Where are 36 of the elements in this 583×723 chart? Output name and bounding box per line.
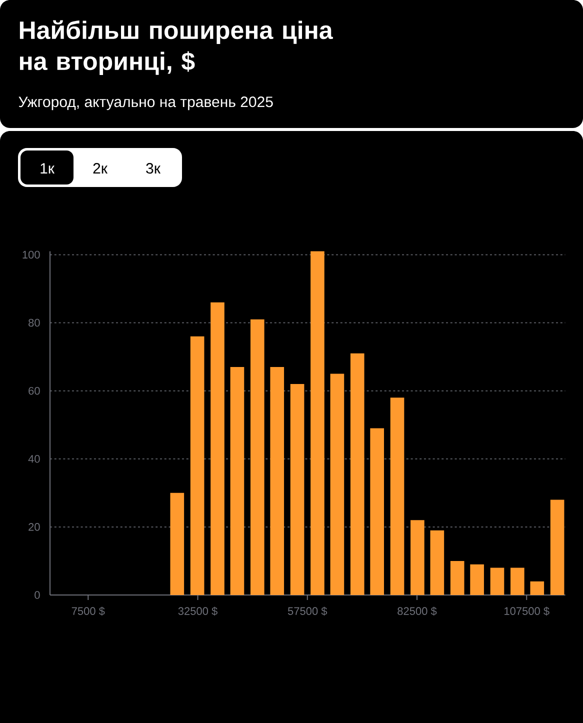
x-tick-label: 57500 $ <box>288 606 328 616</box>
bar <box>290 384 304 596</box>
bar <box>310 251 324 596</box>
bar <box>450 560 464 596</box>
text: 1к <box>40 163 55 174</box>
bar <box>250 319 264 596</box>
y-tick-label: 80 <box>28 318 40 327</box>
text: 2к <box>93 163 108 174</box>
y-tick-label: 20 <box>28 523 40 531</box>
y-tick-label: 0 <box>34 591 40 599</box>
bar <box>390 398 404 596</box>
bar <box>370 428 384 596</box>
y-tick-label: 60 <box>28 386 40 395</box>
bar <box>550 500 564 596</box>
chart-title: Найбільш поширена ціна на вторинці, $ <box>20 20 333 76</box>
x-tick-label: 7500 $ <box>72 606 105 616</box>
y-tick-label: 40 <box>28 454 40 463</box>
bar <box>170 492 184 596</box>
x-tick-label: 107500 $ <box>504 606 550 616</box>
bar <box>270 367 284 596</box>
chart-subtitle: Ужгород, актуально на травень 2025 <box>18 96 273 110</box>
bar <box>210 302 224 596</box>
bar <box>470 564 484 596</box>
bar <box>410 520 424 596</box>
y-tick-label: 100 <box>22 250 40 259</box>
bar <box>430 530 444 596</box>
bar <box>530 581 544 596</box>
bar <box>190 336 204 596</box>
bar <box>350 353 364 596</box>
text: 3к <box>146 163 161 174</box>
bar <box>330 374 344 596</box>
bar <box>490 568 504 596</box>
bar <box>510 568 524 596</box>
x-tick-label: 82500 $ <box>398 606 437 616</box>
x-tick-label: 32500 $ <box>178 606 218 616</box>
bar <box>230 367 244 596</box>
